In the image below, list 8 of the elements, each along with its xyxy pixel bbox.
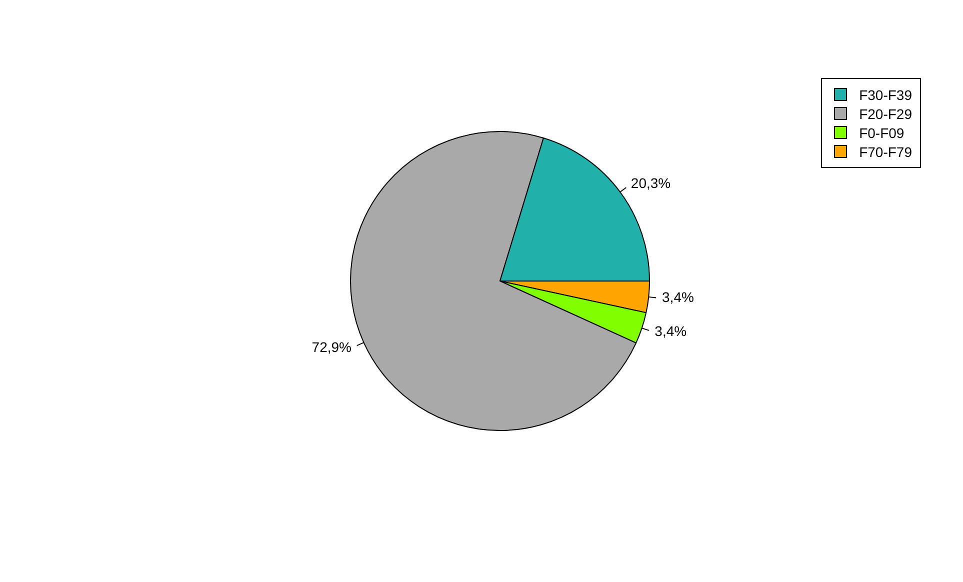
- legend-label: F0-F09: [859, 124, 904, 140]
- legend-label: F20-F29: [859, 106, 912, 122]
- data-label: 72,9%: [312, 338, 352, 355]
- data-label: 3,4%: [662, 289, 694, 306]
- legend-label: F70-F79: [859, 144, 912, 160]
- legend-label: F30-F39: [859, 86, 912, 102]
- data-label: 20,3%: [630, 174, 671, 191]
- data-label: 3,4%: [654, 323, 687, 340]
